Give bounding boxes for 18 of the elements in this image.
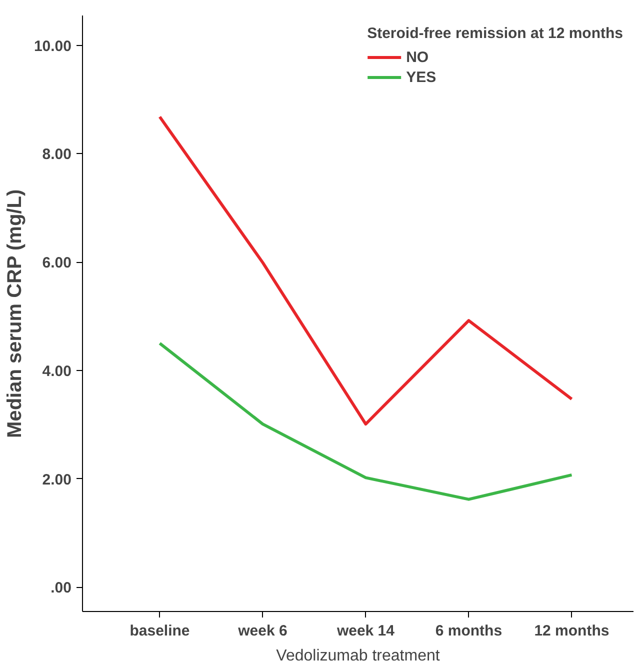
y-axis-title: Median serum CRP (mg/L) (4, 189, 26, 438)
y-tick-label: 6.00 (42, 254, 72, 272)
y-tick-label: 8.00 (42, 146, 72, 164)
x-tick-label: 6 months (435, 622, 502, 640)
legend-label: YES (406, 68, 436, 86)
x-axis-title: Vedolizumab treatment (276, 648, 440, 664)
x-tick-label: week 6 (237, 622, 288, 640)
legend-label: NO (406, 48, 429, 66)
x-tick-label: 12 months (534, 622, 610, 640)
legend-title: Steroid-free remission at 12 months (367, 25, 623, 42)
y-tick-label: 10.00 (34, 38, 72, 55)
line-series (158, 115, 574, 426)
y-tick-label: 4.00 (42, 362, 72, 380)
x-tick-label: baseline (130, 622, 190, 640)
x-tick-label: week 14 (336, 622, 396, 640)
y-tick-label: 2.00 (42, 471, 72, 488)
line-series (158, 342, 574, 501)
y-tick-label: .00 (50, 580, 72, 597)
